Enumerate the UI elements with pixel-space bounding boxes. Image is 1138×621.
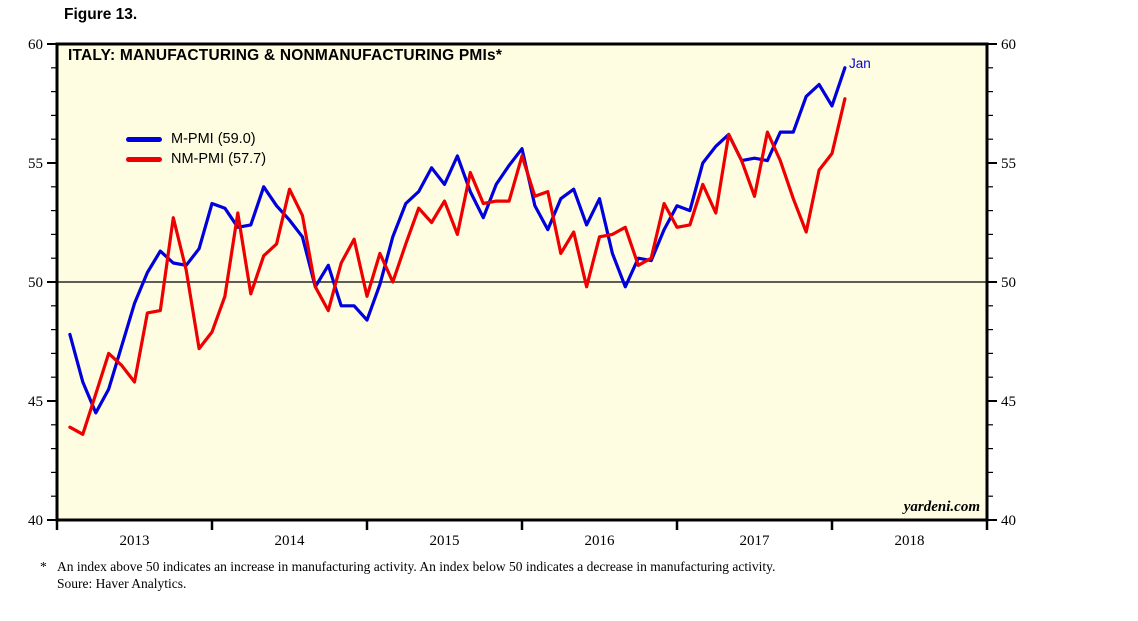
footnote-marker: *: [40, 559, 47, 574]
footnote-line1: An index above 50 indicates an increase …: [57, 559, 776, 574]
x-axis-year-label: 2016: [585, 533, 616, 549]
legend: M-PMI (59.0) NM-PMI (57.7): [126, 129, 266, 169]
watermark: yardeni.com: [903, 499, 980, 515]
legend-item-m-pmi: M-PMI (59.0): [126, 129, 266, 149]
x-axis-year-label: 2017: [740, 533, 771, 549]
y-axis-label-right: 50: [1001, 275, 1016, 291]
y-axis-label-left: 50: [28, 275, 43, 291]
series-line-m-pmi: [68, 66, 847, 415]
x-axis-year-label: 2013: [120, 533, 150, 549]
m-pmi-line-swatch-icon: [126, 136, 162, 142]
legend-label-nm-pmi: NM-PMI (57.7): [171, 151, 267, 167]
latest-point-annotation: Jan: [849, 56, 871, 71]
y-axis-label-left: 45: [28, 394, 43, 410]
series-line-nm-pmi: [68, 97, 847, 436]
chart-title: ITALY: MANUFACTURING & NONMANUFACTURING …: [68, 47, 503, 64]
y-axis-label-right: 40: [1001, 513, 1016, 529]
legend-label-m-pmi: M-PMI (59.0): [171, 131, 256, 147]
y-axis-label-left: 60: [28, 37, 43, 53]
x-axis-year-label: 2015: [430, 533, 460, 549]
footnote: * An index above 50 indicates an increas…: [40, 558, 1100, 592]
y-axis-label-right: 45: [1001, 394, 1016, 410]
x-axis-year-label: 2018: [895, 533, 925, 549]
y-axis-label-right: 60: [1001, 37, 1016, 53]
y-axis-label-left: 40: [28, 513, 43, 529]
legend-item-nm-pmi: NM-PMI (57.7): [126, 149, 266, 169]
figure-label: Figure 13.: [64, 6, 138, 23]
x-axis-year-label: 2014: [275, 533, 306, 549]
y-axis-label-right: 55: [1001, 156, 1016, 172]
nm-pmi-line-swatch-icon: [126, 156, 162, 162]
y-axis-label-left: 55: [28, 156, 43, 172]
footnote-source: Soure: Haver Analytics.: [57, 576, 187, 591]
